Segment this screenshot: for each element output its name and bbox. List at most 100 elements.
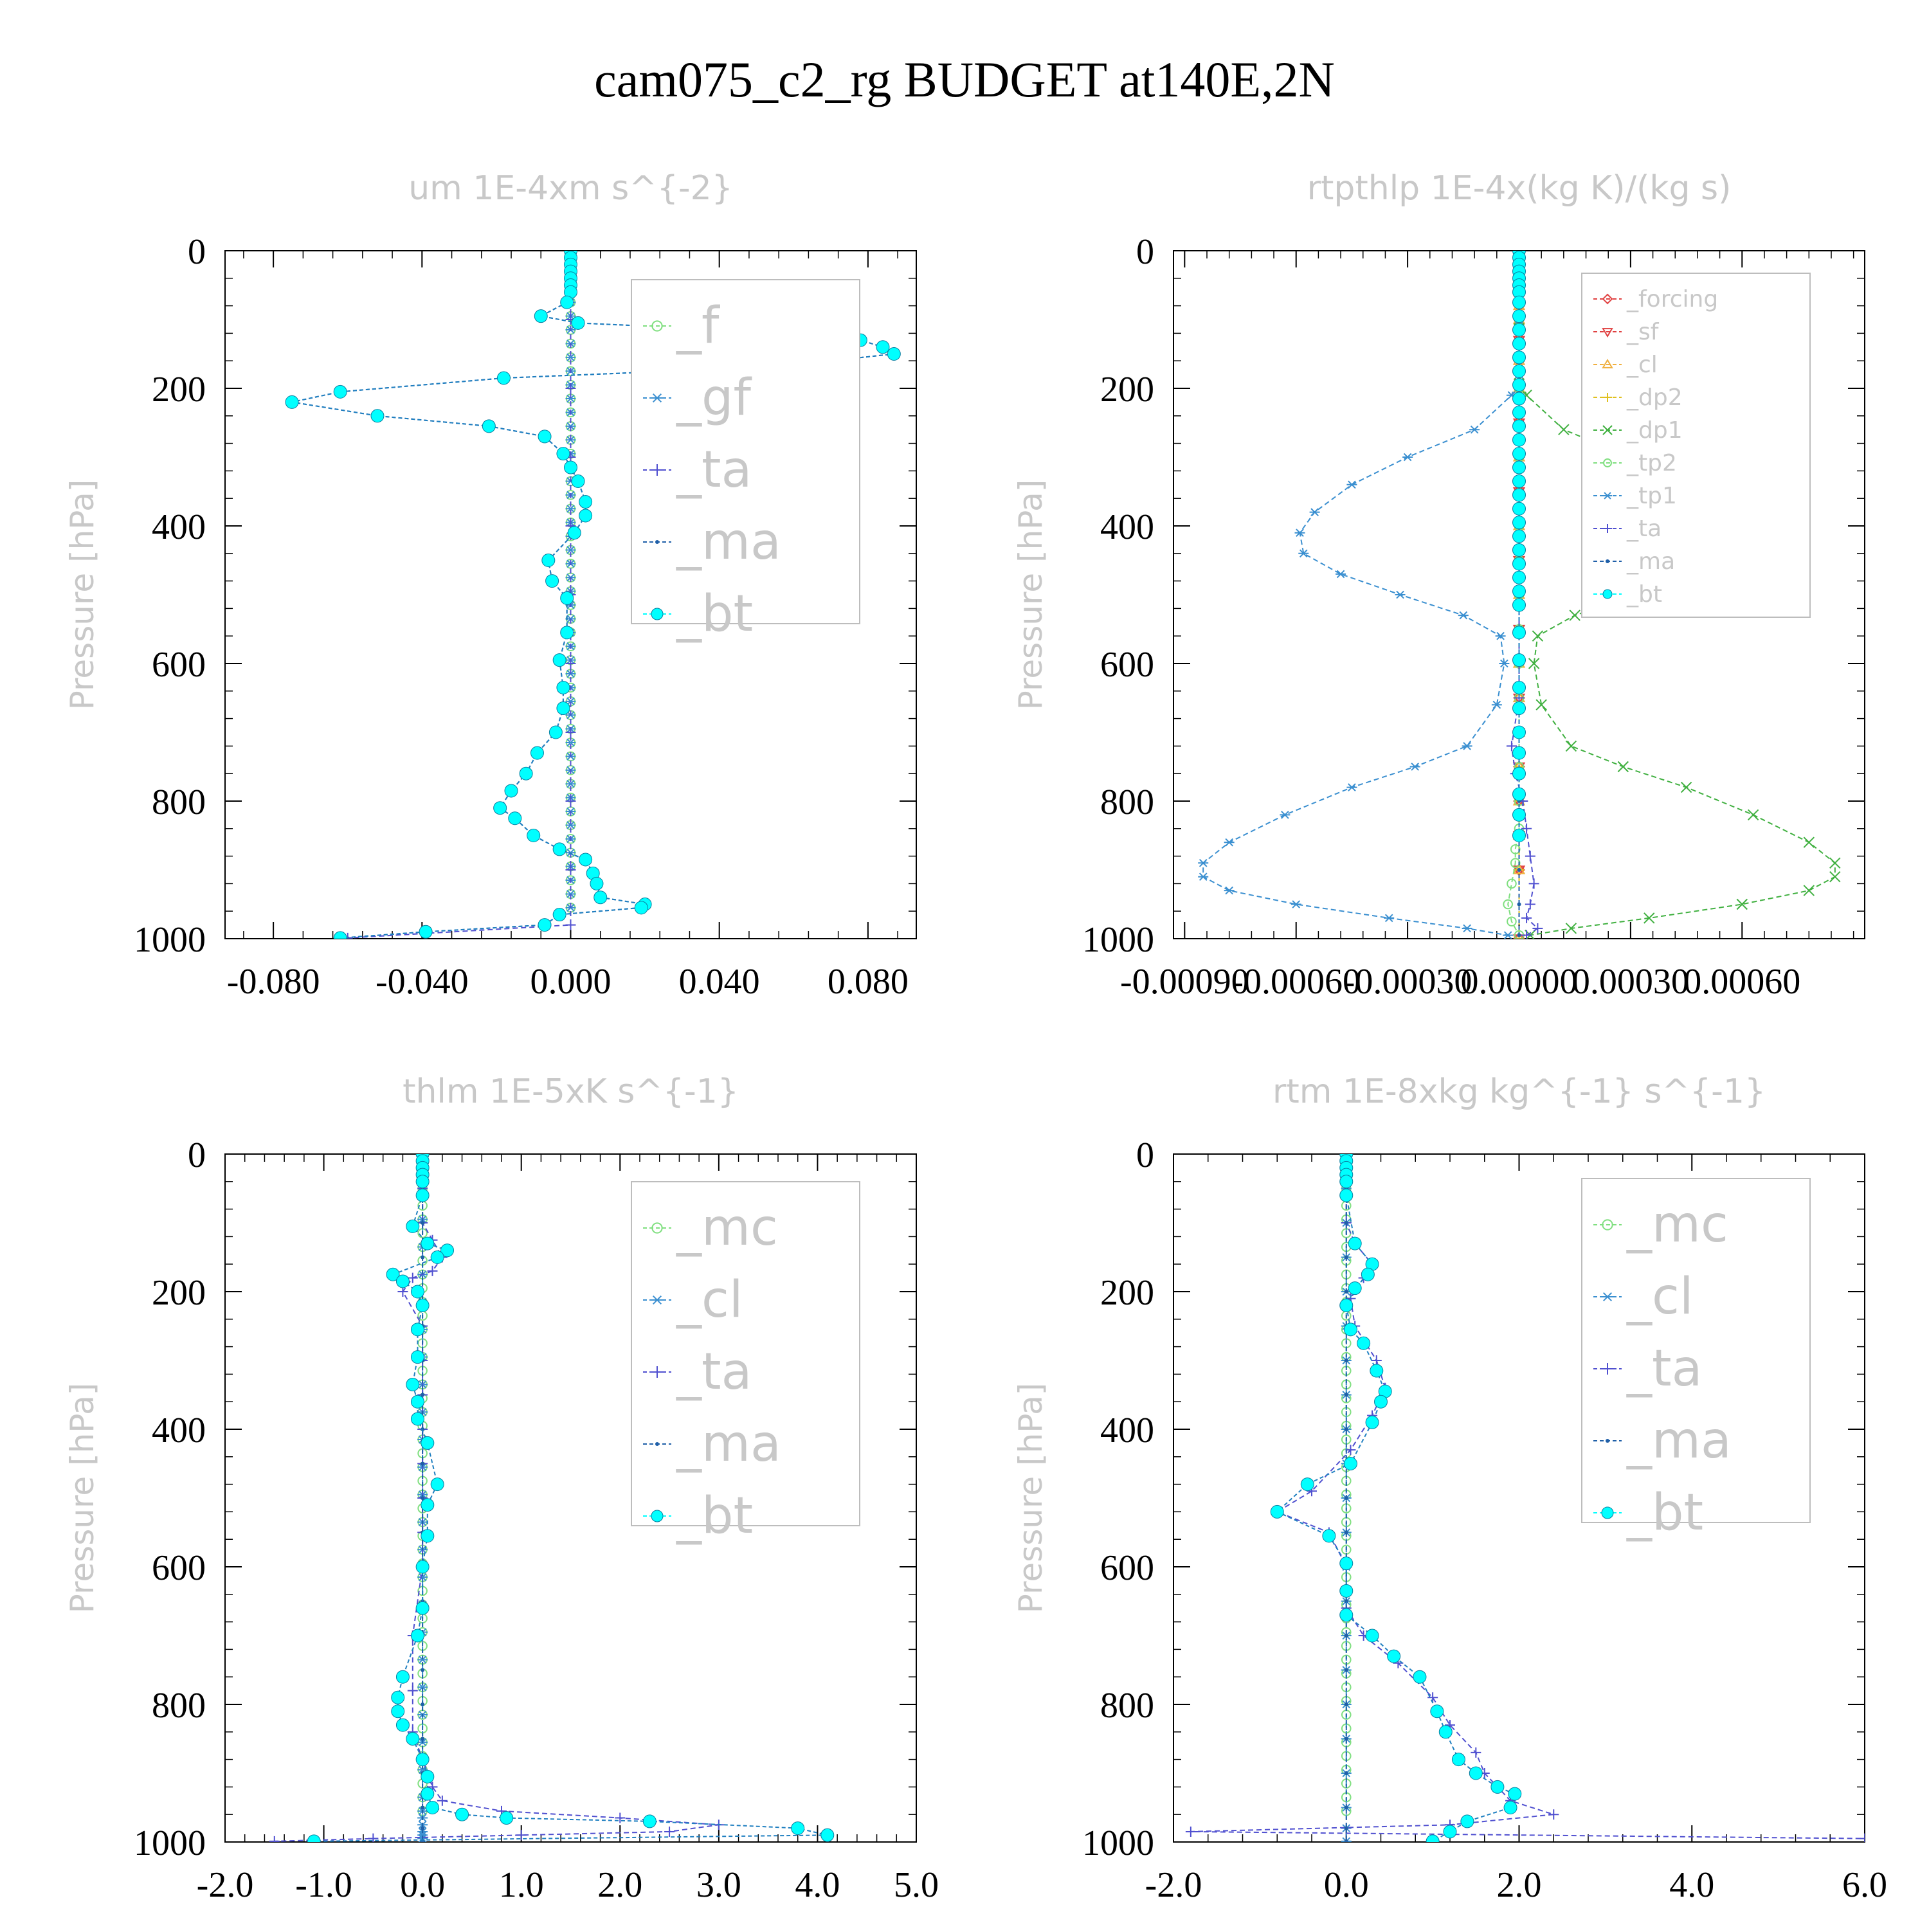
- x-tick-label: 2.0: [597, 1865, 642, 1905]
- series-cl-point: [417, 1683, 428, 1692]
- panel-title: um 1E-4xm s^{-2}: [408, 169, 733, 208]
- series-bt-point: [642, 1814, 657, 1828]
- x-tick-label: 0.0: [400, 1865, 445, 1905]
- series-layer: [269, 1154, 835, 1842]
- series-bt-point: [538, 429, 552, 444]
- series-bt-point: [1339, 1584, 1354, 1598]
- series-bt-point: [1512, 725, 1526, 739]
- series-tp1-point: [1309, 508, 1320, 516]
- series-bt-point: [504, 784, 518, 798]
- series-bt-point: [406, 1219, 420, 1233]
- y-tick-label: 1000: [134, 1823, 206, 1863]
- x-tick-label: 1.0: [499, 1865, 544, 1905]
- x-tick-label: 4.0: [795, 1865, 840, 1905]
- series-bt-point: [1357, 1336, 1371, 1350]
- legend-ta-marker: [1603, 524, 1612, 533]
- legend-frame: [1581, 273, 1811, 618]
- series-bt-point: [1365, 1629, 1379, 1643]
- series-tp1-point: [1462, 924, 1472, 933]
- series-bt-point: [410, 1629, 424, 1643]
- series-dp1-point: [1680, 781, 1692, 793]
- series-gf-point: [565, 435, 576, 444]
- series-bt-point: [1438, 1725, 1453, 1739]
- series-bt-point: [1512, 529, 1526, 543]
- legend-forcing-label: _forcing: [1626, 286, 1718, 312]
- legend: _mc _cl _ta _ma _bt: [1581, 1178, 1811, 1542]
- series-dp1-point: [1644, 912, 1655, 924]
- series-ma-point: [1344, 1599, 1348, 1603]
- series-tp2-point: [1503, 899, 1513, 910]
- plot-frame: [224, 1153, 917, 1843]
- series-ma: [421, 1154, 425, 1842]
- series-layer: [1198, 251, 1841, 939]
- series-bt-point: [887, 347, 901, 361]
- series-bt-point: [406, 1377, 420, 1391]
- y-axis-label: Pressure [hPa]: [1012, 480, 1049, 710]
- series-ma-point: [1344, 1737, 1348, 1741]
- legend-frame: [1581, 1178, 1811, 1523]
- series-tp1-point: [1198, 872, 1209, 881]
- series-bt-point: [285, 395, 299, 409]
- series-ta-point: [565, 865, 576, 875]
- series-ma-point: [421, 1221, 425, 1225]
- x-tick-label: 4.0: [1669, 1865, 1714, 1905]
- series-ma-point: [1344, 1221, 1348, 1225]
- y-tick-label: 1000: [1082, 920, 1154, 960]
- series-cl-point: [1515, 932, 1523, 939]
- x-tick-label: -0.00030: [1343, 962, 1472, 1002]
- y-tick-label: 0: [188, 232, 206, 272]
- series-bt-point: [410, 1285, 424, 1299]
- panel-title: rtm 1E-8xkg kg^{-1} s^{-1}: [1272, 1072, 1766, 1111]
- series-bt-point: [333, 384, 347, 399]
- series-ta-point: [407, 1685, 418, 1696]
- series-bt-point: [1460, 1814, 1474, 1828]
- x-tick-label: 5.0: [894, 1865, 939, 1905]
- series-gf-point: [565, 504, 576, 513]
- y-tick-label: 800: [1100, 782, 1154, 822]
- series-tp1-point: [1298, 549, 1309, 558]
- series-bt-point: [1512, 746, 1526, 760]
- series-ma-point: [1344, 1634, 1348, 1638]
- series-layer: [285, 251, 901, 939]
- series-bt-point: [1512, 653, 1526, 667]
- legend-dp2-label: _dp2: [1626, 384, 1683, 411]
- series-bt-point: [415, 1601, 430, 1615]
- legend-ma-marker: [1606, 1439, 1609, 1443]
- series-bt-point: [1512, 557, 1526, 571]
- series-dp1-point: [1558, 424, 1570, 435]
- series-ma-point: [421, 1702, 425, 1706]
- legend-bt-label: _bt: [1626, 1484, 1703, 1542]
- series-gf-point: [565, 779, 576, 788]
- y-axis-label: Pressure [hPa]: [64, 480, 101, 710]
- x-tick-label: 3.0: [696, 1865, 741, 1905]
- series-ma-point: [1344, 1702, 1348, 1706]
- series-ta: [342, 251, 576, 939]
- series-bt-point: [556, 447, 570, 461]
- y-tick-label: 0: [1136, 232, 1154, 272]
- legend-ma-label: _ma: [1626, 548, 1675, 575]
- legend-tp2-marker: [1603, 458, 1612, 467]
- series-bt-point: [1426, 1834, 1440, 1842]
- figure-title: cam075_c2_rg BUDGET at140E,2N: [594, 51, 1335, 107]
- series-tp1-point: [1198, 858, 1209, 867]
- series-bt-point: [1512, 378, 1526, 392]
- series-bt-point: [1512, 323, 1526, 337]
- series-bt-point: [455, 1807, 469, 1821]
- y-tick-label: 0: [1136, 1135, 1154, 1175]
- series-ma-point: [1344, 1771, 1348, 1775]
- series-bt-point: [530, 746, 544, 760]
- x-tick-label: 0.00030: [1572, 962, 1689, 1002]
- series-bt-point: [1339, 1557, 1354, 1571]
- series-bt-point: [634, 901, 648, 915]
- series-ma-point: [1344, 1255, 1348, 1259]
- series-bt-point: [1512, 460, 1526, 474]
- series-bt-point: [421, 1498, 435, 1512]
- legend-ta-label: _ta: [1626, 1340, 1702, 1398]
- series-gf-point: [565, 821, 576, 829]
- series-bt-point: [410, 1323, 424, 1337]
- series-ta-point: [368, 1833, 379, 1842]
- series-ta-point: [615, 1812, 626, 1823]
- legend-ma-label: _ma: [676, 513, 781, 571]
- legend-gf-marker: [651, 393, 663, 403]
